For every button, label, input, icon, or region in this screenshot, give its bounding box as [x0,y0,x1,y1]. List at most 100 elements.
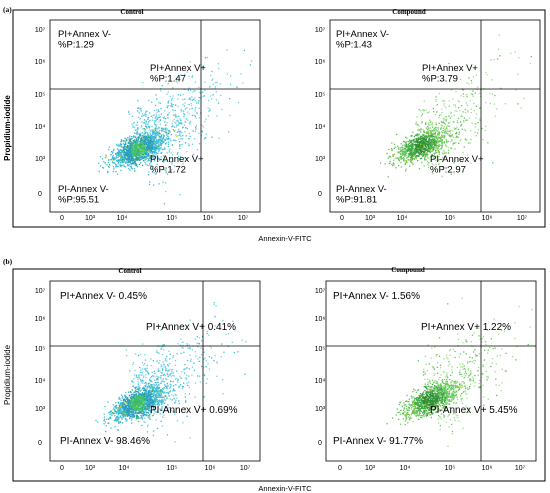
data-point [232,320,234,322]
data-point [216,361,218,363]
data-point [163,134,165,137]
data-point [153,412,155,415]
data-point [142,395,145,397]
data-point [203,95,205,97]
data-point [151,147,153,149]
data-point [405,161,407,164]
data-point [164,384,166,386]
data-point [140,155,142,157]
data-point [460,105,463,107]
data-point [154,120,157,122]
data-point [171,370,173,373]
data-point [228,131,230,133]
data-point [406,145,409,148]
data-point [111,151,114,153]
data-point [167,373,169,376]
data-point [409,140,411,143]
data-point [128,139,130,141]
data-point [121,160,123,162]
data-point [226,73,228,75]
data-point [114,158,116,161]
data-point [129,152,132,155]
data-point [436,142,439,144]
data-point [462,93,464,95]
data-point [422,148,424,150]
data-point [404,148,406,150]
data-point [145,113,147,116]
data-point [128,150,130,152]
data-point [403,160,405,162]
data-point [133,132,136,134]
data-point [148,408,150,411]
data-point [410,155,412,157]
data-point [140,139,142,141]
data-point [138,143,140,146]
data-point [141,407,144,409]
data-point [189,437,191,439]
data-point [425,134,427,137]
data-point [422,153,424,155]
data-point [135,158,138,160]
data-point [141,121,143,123]
data-point [132,160,134,162]
data-point [479,95,482,98]
data-point [431,135,433,137]
data-point [447,152,450,154]
data-point [465,111,467,114]
data-point [126,149,128,152]
data-point [132,363,134,366]
data-point [118,422,120,424]
data-point [209,109,211,112]
data-point [428,136,430,138]
data-point [143,139,145,141]
data-point [115,166,117,168]
data-point [135,414,138,416]
data-point [440,128,442,130]
data-point [468,77,470,79]
data-point [137,152,139,154]
data-point [441,152,443,154]
data-point [130,415,133,417]
data-point [165,378,167,380]
data-point [146,145,149,147]
data-point [166,122,168,124]
data-point [162,363,165,365]
data-point [146,126,148,129]
data-point [424,135,426,138]
data-point [463,117,465,119]
data-point [122,398,125,400]
data-point [113,420,116,422]
data-point [151,151,153,153]
data-point [135,164,137,167]
data-point [137,146,139,148]
data-point [138,116,140,118]
data-point [185,401,187,403]
data-point [157,404,159,406]
data-point [182,138,184,140]
data-point [196,149,198,151]
data-point [446,145,448,147]
data-point [451,139,453,141]
data-point [150,358,152,360]
data-point [122,413,124,415]
data-point [140,395,142,397]
data-point [119,421,122,423]
data-point [515,89,517,91]
data-point [158,147,160,149]
panel-a-xlabel: Annexin-V-FITC [258,234,312,243]
data-point [440,131,443,133]
data-point [433,148,435,150]
data-point [426,142,428,144]
data-point [150,147,152,150]
data-point [133,401,135,403]
data-point [140,110,142,112]
data-point [123,140,125,142]
data-point [126,147,129,149]
data-point [178,123,180,125]
data-point [120,169,122,172]
data-point [485,125,487,128]
data-point [153,396,155,398]
data-point [160,134,163,136]
data-point [420,144,422,147]
data-point [138,377,140,379]
